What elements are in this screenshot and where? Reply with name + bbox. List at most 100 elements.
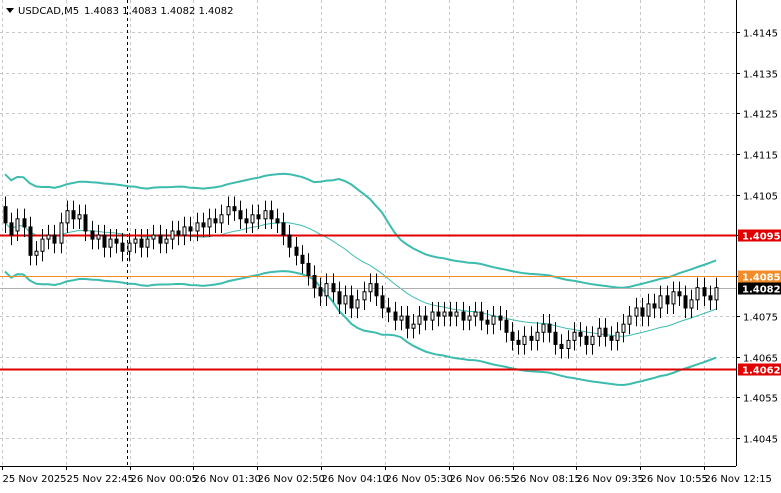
candle-bull bbox=[15, 218, 20, 232]
candle-bear bbox=[510, 331, 515, 341]
candle-bear bbox=[28, 226, 33, 256]
price-tags: 1.4095 1.4085 1.4062 1.4082 bbox=[738, 229, 781, 377]
candlesticks bbox=[3, 196, 719, 359]
candle-bull bbox=[250, 214, 255, 224]
x-tick-label: 26 Nov 10:55 bbox=[641, 474, 708, 485]
bollinger-upper-band bbox=[4, 172, 717, 289]
candle-bear bbox=[640, 307, 645, 317]
x-tick-label: 26 Nov 05:30 bbox=[386, 474, 453, 485]
y-tick-label: 1.4045 bbox=[743, 435, 778, 446]
bollinger-lower-band bbox=[4, 270, 717, 387]
quote-values: 1.4083 1.4083 1.4082 1.4082 bbox=[84, 6, 234, 17]
x-tick-label: 25 Nov 22:45 bbox=[67, 474, 134, 485]
x-tick-label: 26 Nov 04:10 bbox=[322, 474, 389, 485]
candle-bull bbox=[133, 238, 138, 244]
candle-bull bbox=[226, 206, 231, 216]
candle-bear bbox=[529, 335, 534, 341]
y-tick-label: 1.4065 bbox=[743, 354, 778, 365]
bollinger-bands bbox=[4, 172, 717, 387]
candle-bear bbox=[120, 242, 125, 252]
candle-bull bbox=[182, 226, 187, 236]
candle-bull bbox=[621, 323, 626, 333]
candle-bull bbox=[417, 315, 422, 325]
y-tick-label: 1.4055 bbox=[743, 394, 778, 405]
candle-bull bbox=[473, 311, 478, 317]
candle-bull bbox=[535, 331, 540, 341]
current-price-tag-bg bbox=[738, 282, 781, 295]
candle-bear bbox=[448, 311, 453, 317]
candle-bear bbox=[423, 315, 428, 321]
candle-bear bbox=[584, 335, 589, 345]
candle-bull bbox=[34, 250, 39, 256]
x-tick-label: 26 Nov 09:35 bbox=[577, 474, 644, 485]
candle-bear bbox=[102, 234, 107, 248]
candle-bull bbox=[195, 222, 200, 232]
candle-bull bbox=[491, 315, 496, 325]
y-tick-label: 1.4075 bbox=[743, 313, 778, 324]
candle-bear bbox=[213, 218, 218, 224]
candle-bull bbox=[96, 234, 101, 240]
price-tag-bg bbox=[738, 229, 781, 242]
price-tag-label: 1.4062 bbox=[742, 366, 781, 377]
candle-bear bbox=[461, 311, 466, 321]
x-tick-label: 26 Nov 00:05 bbox=[131, 474, 198, 485]
candle-bull bbox=[572, 331, 577, 341]
candle-bear bbox=[547, 323, 552, 333]
candle-bear bbox=[349, 295, 354, 309]
candle-bear bbox=[71, 210, 76, 220]
candle-bear bbox=[90, 230, 95, 240]
y-tick-label: 1.4125 bbox=[743, 110, 778, 121]
candle-bull bbox=[108, 238, 113, 248]
candle-bull bbox=[541, 323, 546, 333]
candle-bull bbox=[368, 283, 373, 293]
candle-bear bbox=[201, 222, 206, 228]
candle-bull bbox=[522, 335, 527, 345]
candle-bull bbox=[430, 311, 435, 321]
candle-bull bbox=[77, 214, 82, 220]
x-tick-label: 26 Nov 08:15 bbox=[514, 474, 581, 485]
candle-bull bbox=[442, 311, 447, 317]
candle-bear bbox=[677, 291, 682, 297]
candle-bear bbox=[479, 311, 484, 321]
candle-bull bbox=[59, 222, 64, 244]
candle-bear bbox=[337, 291, 342, 305]
candle-bear bbox=[83, 214, 88, 232]
candle-bear bbox=[498, 315, 503, 321]
current-price-tag-label: 1.4082 bbox=[742, 285, 781, 296]
triangle-down-icon[interactable] bbox=[6, 8, 14, 13]
candle-bear bbox=[485, 319, 490, 325]
candle-bear bbox=[22, 218, 27, 228]
x-tick-label: 26 Nov 01:30 bbox=[194, 474, 261, 485]
candle-bull bbox=[714, 287, 719, 301]
candle-bull bbox=[219, 214, 224, 224]
x-tick-label: 26 Nov 06:55 bbox=[450, 474, 517, 485]
candle-bull bbox=[46, 234, 51, 240]
candle-bear bbox=[708, 295, 713, 301]
price-tag-label: 1.4095 bbox=[742, 232, 781, 243]
x-tick-label: 26 Nov 02:50 bbox=[258, 474, 325, 485]
candle-bear bbox=[578, 331, 583, 337]
candle-bear bbox=[232, 206, 237, 212]
candle-bull bbox=[164, 238, 169, 244]
candle-bull bbox=[467, 315, 472, 321]
candle-bear bbox=[504, 319, 509, 333]
candle-bear bbox=[652, 303, 657, 309]
candle-bear bbox=[374, 283, 379, 297]
candle-bull bbox=[65, 210, 70, 224]
candle-bear bbox=[9, 222, 14, 236]
candle-bull bbox=[324, 283, 329, 297]
candle-bear bbox=[665, 295, 670, 305]
price-tag-bg bbox=[738, 270, 781, 283]
candle-bear bbox=[294, 246, 299, 256]
candle-bull bbox=[454, 311, 459, 317]
candle-bull bbox=[145, 238, 150, 248]
candle-bear bbox=[256, 214, 261, 220]
candle-bear bbox=[158, 234, 163, 244]
price-tag-bg bbox=[738, 363, 781, 376]
candle-bear bbox=[683, 295, 688, 309]
candle-bear bbox=[188, 226, 193, 232]
y-tick-label: 1.4105 bbox=[743, 192, 778, 203]
chart-header: USDCAD,M5 1.4083 1.4083 1.4082 1.4082 bbox=[6, 6, 234, 17]
candle-bear bbox=[559, 343, 564, 349]
